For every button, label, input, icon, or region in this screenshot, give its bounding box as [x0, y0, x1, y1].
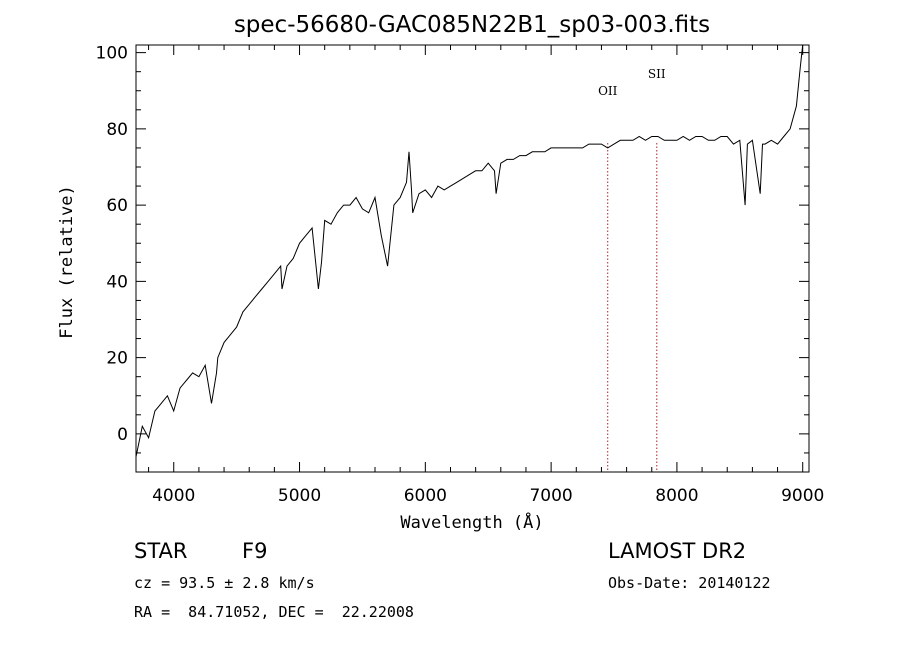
chart-title: spec-56680-GAC085N22B1_sp03-003.fits [234, 12, 710, 38]
x-tick-label: 9000 [781, 486, 824, 506]
y-tick-label: 0 [117, 425, 128, 445]
survey-name: LAMOST DR2 [608, 539, 747, 563]
plot-frame [135, 44, 810, 473]
spectrum-line [135, 44, 804, 457]
x-tick-label: 8000 [655, 486, 698, 506]
y-tick-label: 20 [106, 349, 128, 369]
redshift-velocity: cz = 93.5 ± 2.8 km/s [134, 574, 315, 592]
y-axis-label: Flux (relative) [57, 185, 77, 339]
line-marker-label-oii: OII [598, 84, 618, 98]
axis-ticks: 4000 5000 6000 7000 8000 9000 0 20 40 60 80 100 [96, 44, 825, 506]
object-class: STAR [134, 539, 188, 563]
y-tick-label: 60 [106, 196, 128, 216]
x-tick-label: 7000 [529, 486, 572, 506]
observation-date: Obs-Date: 20140122 [608, 574, 771, 592]
spectral-subclass: F9 [242, 539, 268, 563]
x-tick-label: 5000 [278, 486, 321, 506]
x-tick-label: 4000 [152, 486, 195, 506]
y-tick-label: 100 [96, 44, 128, 64]
line-marker-label-sii: SII [648, 67, 666, 81]
y-tick-label: 80 [106, 120, 128, 140]
x-axis-label: Wavelength (Å) [400, 511, 543, 533]
x-tick-label: 6000 [404, 486, 447, 506]
coordinates: RA = 84.71052, DEC = 22.22008 [134, 603, 414, 621]
spectral-line-markers: OII SII [598, 67, 666, 472]
y-tick-label: 40 [106, 272, 128, 292]
